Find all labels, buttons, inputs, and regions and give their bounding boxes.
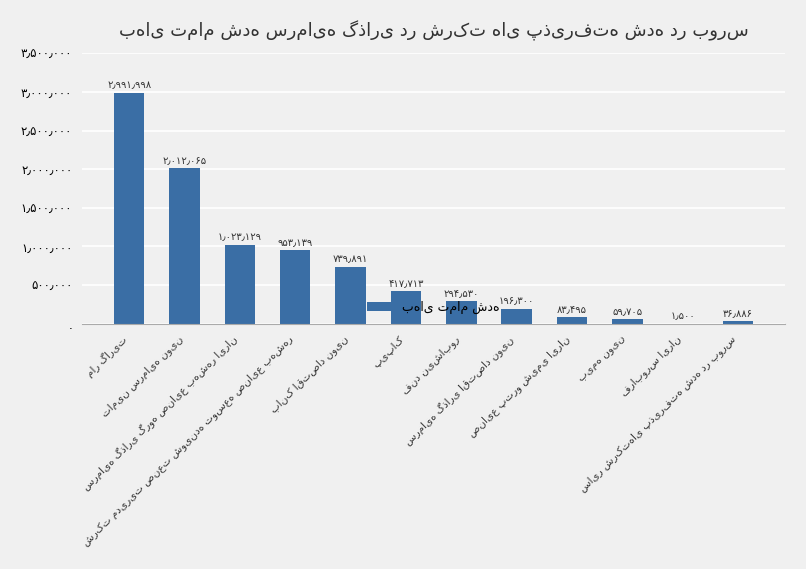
- Bar: [612, 319, 642, 324]
- Title: بهای تمام شده سرمایه گذاری در شرکت های پذیرفته شده در بورس: بهای تمام شده سرمایه گذاری در شرکت های پ…: [118, 21, 749, 42]
- Text: ۷۳۹٫۸۹۱: ۷۳۹٫۸۹۱: [333, 254, 368, 265]
- Bar: [169, 168, 200, 324]
- Bar: [114, 93, 144, 324]
- Bar: [280, 250, 310, 324]
- Bar: [225, 245, 256, 324]
- Text: ۱٫۰۲۳٫۱۲۹: ۱٫۰۲۳٫۱۲۹: [218, 233, 262, 242]
- Bar: [335, 266, 366, 324]
- Text: ۹۵۳٫۱۳۹: ۹۵۳٫۱۳۹: [277, 238, 313, 248]
- Text: ۱۹۶٫۳۰۰: ۱۹۶٫۳۰۰: [499, 296, 534, 306]
- Text: ۲۹۴٫۵۳۰: ۲۹۴٫۵۳۰: [443, 289, 479, 299]
- Bar: [391, 291, 422, 324]
- Text: ۸۳٫۴۹۵: ۸۳٫۴۹۵: [557, 305, 587, 315]
- Bar: [501, 308, 532, 324]
- Text: ۳۶٫۸۸۶: ۳۶٫۸۸۶: [723, 309, 753, 319]
- Text: ۲٫۰۱۲٫۰۶۵: ۲٫۰۱۲٫۰۶۵: [163, 156, 206, 166]
- Bar: [557, 318, 588, 324]
- Legend: بهای تمام شده: بهای تمام شده: [363, 296, 505, 319]
- Bar: [446, 301, 476, 324]
- Bar: [723, 321, 754, 324]
- Text: ۵۹٫۷۰۵: ۵۹٫۷۰۵: [613, 307, 642, 317]
- Text: ۲٫۹۹۱٫۹۹۸: ۲٫۹۹۱٫۹۹۸: [107, 80, 152, 90]
- Text: ۴۱۷٫۷۱۳: ۴۱۷٫۷۱۳: [388, 279, 424, 289]
- Text: ۱٫۵۰۰: ۱٫۵۰۰: [671, 311, 695, 321]
